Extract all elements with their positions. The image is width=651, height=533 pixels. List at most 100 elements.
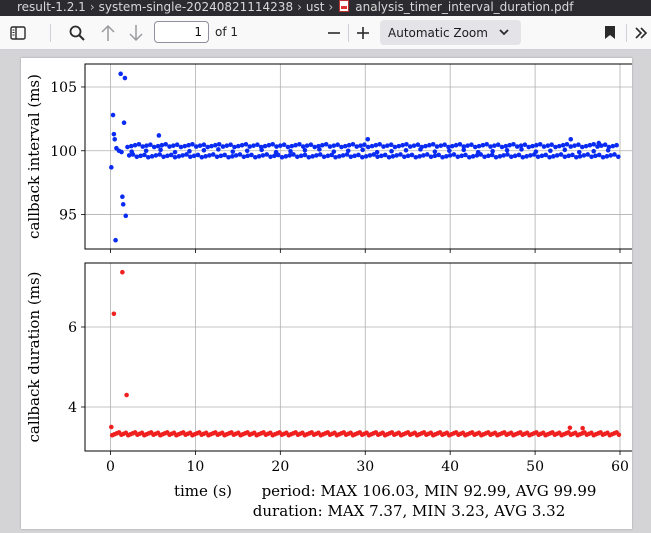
- interval-point: [136, 141, 142, 147]
- chevron-down-icon: [499, 29, 509, 36]
- find-button[interactable]: [64, 16, 90, 49]
- interval-point: [312, 144, 318, 150]
- interval-point: [291, 152, 296, 157]
- page-number-input[interactable]: [154, 21, 209, 43]
- interval-point: [149, 154, 155, 159]
- interval-point: [520, 154, 526, 160]
- interval-point: [220, 144, 226, 149]
- interval-point: [367, 153, 373, 158]
- breadcrumb-file[interactable]: analysis_timer_interval_duration.pdf: [355, 0, 574, 14]
- interval-point: [504, 147, 510, 153]
- arrow-down-icon: [129, 24, 143, 41]
- interval-point: [302, 152, 308, 158]
- interval-y-tick-label: 105: [50, 80, 77, 96]
- interval-point: [203, 154, 208, 159]
- interval-point: [374, 149, 380, 155]
- interval-point: [493, 154, 499, 160]
- interval-point: [222, 152, 227, 158]
- interval-point: [143, 148, 149, 154]
- interval-point: [612, 152, 617, 157]
- interval-point: [480, 142, 486, 148]
- bookmark-button[interactable]: [597, 16, 623, 49]
- interval-point: [195, 152, 201, 158]
- interval-point: [201, 147, 207, 153]
- interval-point: [522, 142, 528, 148]
- interval-point: [249, 152, 254, 158]
- interval-point: [381, 144, 386, 149]
- interval-point: [377, 141, 382, 147]
- interval-point: [184, 152, 189, 157]
- interval-point: [556, 143, 562, 149]
- interval-point: [492, 143, 497, 148]
- interval-point: [270, 141, 275, 147]
- interval-point: [553, 144, 558, 150]
- interval-point: [142, 152, 147, 158]
- interval-point: [591, 148, 596, 154]
- interval-point: [390, 154, 396, 159]
- zoom-select[interactable]: Automatic Zoom: [380, 20, 521, 45]
- more-tools-button[interactable]: [631, 16, 651, 49]
- interval-point: [614, 142, 619, 148]
- interval-point: [165, 153, 170, 159]
- interval-point: [310, 154, 315, 159]
- scrollbar[interactable]: [643, 50, 651, 529]
- interval-point: [605, 147, 611, 153]
- chevron-right-icon: ›: [89, 0, 95, 14]
- interval-point: [379, 153, 384, 159]
- interval-point: [486, 153, 491, 159]
- interval-point: [519, 147, 524, 152]
- duration-plot-area: [85, 263, 637, 451]
- interval-point: [321, 154, 327, 160]
- zoom-in-button[interactable]: [350, 16, 376, 49]
- plus-icon: [357, 26, 369, 39]
- interval-point: [132, 142, 138, 148]
- duration-point: [616, 432, 622, 438]
- breadcrumb-item[interactable]: ust: [305, 0, 325, 14]
- interval-point: [432, 149, 438, 154]
- interval-outlier-point: [122, 75, 128, 81]
- previous-page-button[interactable]: [95, 16, 121, 49]
- interval-point: [314, 153, 319, 158]
- interval-point: [438, 143, 444, 148]
- interval-point: [447, 148, 452, 154]
- next-page-button[interactable]: [123, 16, 149, 49]
- interval-point: [256, 154, 262, 159]
- duration-outlier-point: [580, 425, 585, 431]
- interval-outlier-point: [120, 202, 126, 207]
- interval-point: [260, 153, 266, 158]
- interval-point: [300, 144, 306, 149]
- interval-point: [548, 148, 553, 154]
- interval-point: [576, 149, 582, 155]
- interval-point: [545, 143, 551, 148]
- interval-point: [207, 153, 212, 158]
- interval-point: [451, 152, 457, 157]
- interval-point: [489, 152, 495, 158]
- breadcrumb: result-1.2.1 › system-single-2024082111423…: [0, 0, 651, 16]
- interval-point: [608, 153, 613, 158]
- interval-point: [304, 143, 310, 148]
- duration-axes: 0 10 20 30 40 50 60 4 6 callback duration (ms): [25, 262, 638, 475]
- page-count: of 1: [215, 25, 239, 39]
- breadcrumb-item[interactable]: result-1.2.1: [17, 0, 86, 14]
- x-tick-label: 40: [441, 459, 459, 475]
- interval-point: [331, 149, 337, 154]
- interval-point: [140, 144, 146, 149]
- chevron-right-icon: ›: [328, 0, 334, 14]
- sidebar-toggle-button[interactable]: [5, 16, 31, 49]
- interval-point: [329, 152, 335, 158]
- duration-outlier-point: [120, 269, 125, 275]
- interval-point: [541, 144, 547, 149]
- interval-point: [591, 141, 596, 147]
- duration-outlier-point: [111, 311, 117, 317]
- interval-point: [125, 144, 130, 150]
- breadcrumb-item[interactable]: system-single-20240821114238: [98, 0, 294, 14]
- interval-point: [446, 144, 451, 150]
- interval-point: [363, 154, 369, 159]
- interval-point: [369, 143, 375, 149]
- interval-point: [191, 153, 197, 159]
- zoom-out-button[interactable]: [321, 16, 347, 49]
- interval-point: [247, 144, 253, 149]
- interval-point: [461, 144, 467, 149]
- interval-point: [411, 143, 417, 148]
- interval-point: [463, 152, 468, 158]
